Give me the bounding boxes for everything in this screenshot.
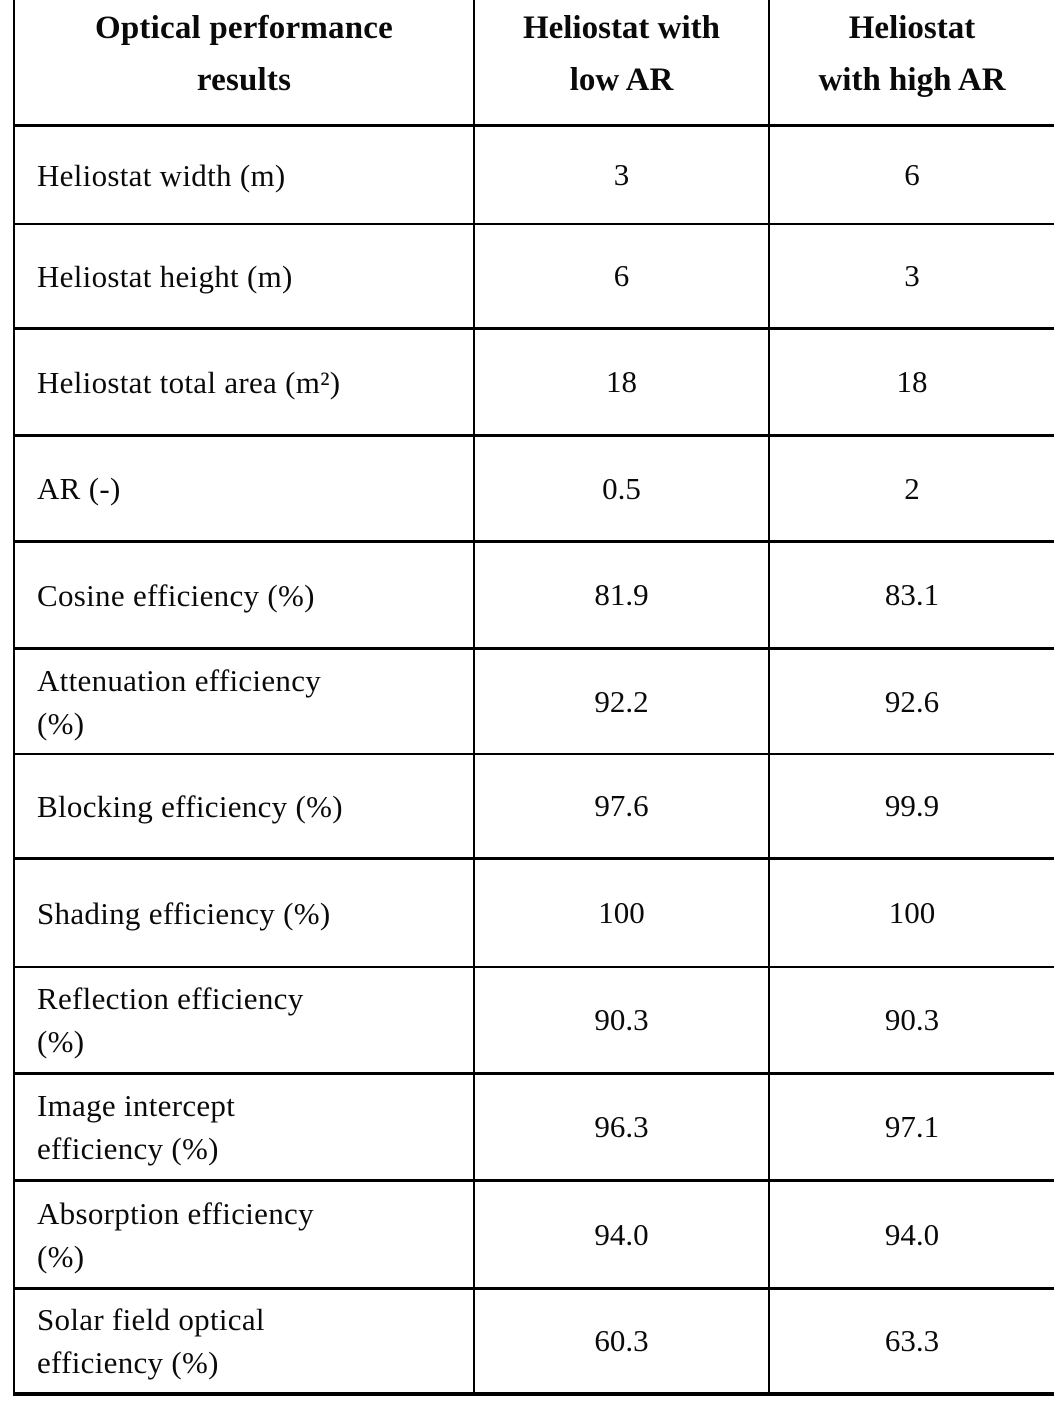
value-high-ar: 100 <box>888 895 936 930</box>
value-low-ar: 92.2 <box>475 650 770 753</box>
table-header-row: Optical performance results Heliostat wi… <box>15 0 1054 127</box>
table-row-solar-field-optical-efficiency: Solar field optical efficiency (%) 60.3 … <box>15 1290 1054 1396</box>
table-row-attenuation-efficiency: Attenuation efficiency (%) 92.2 92.6 <box>15 650 1054 755</box>
value-low-ar: 18 <box>475 330 770 434</box>
table-row-aspect-ratio: AR (-) 0.5 2 <box>15 437 1054 543</box>
table-row-blocking-efficiency: Blocking efficiency (%) 97.6 99.9 <box>15 755 1054 860</box>
table-row-heliostat-width: Heliostat width (m) 3 6 <box>15 127 1054 225</box>
row-label: Shading efficiency (%) <box>15 860 475 966</box>
value-low-ar: 3 <box>475 127 770 223</box>
table-row-shading-efficiency: Shading efficiency (%) 100 100 <box>15 860 1054 968</box>
value-low-ar: 60.3 <box>475 1290 770 1392</box>
row-label: Attenuation efficiency (%) <box>15 650 475 753</box>
row-label: Heliostat total area (m²) <box>15 330 475 434</box>
table-row-cosine-efficiency: Cosine efficiency (%) 81.9 83.1 <box>15 543 1054 650</box>
table-row-absorption-efficiency: Absorption efficiency (%) 94.0 94.0 <box>15 1182 1054 1290</box>
header-heliostat-low-ar: Heliostat with low AR <box>475 0 770 124</box>
row-label: Solar field optical efficiency (%) <box>15 1290 475 1392</box>
row-label: Reflection efficiency (%) <box>15 968 475 1072</box>
row-label: Blocking efficiency (%) <box>15 755 475 857</box>
optical-performance-table: Optical performance results Heliostat wi… <box>13 0 1054 1396</box>
value-low-ar: 90.3 <box>475 968 770 1072</box>
table-row-heliostat-height: Heliostat height (m) 6 3 <box>15 225 1054 330</box>
value-high-ar: 90.3 <box>884 1002 940 1037</box>
value-high-ar: 63.3 <box>884 1323 940 1358</box>
value-low-ar: 6 <box>475 225 770 327</box>
value-low-ar: 81.9 <box>475 543 770 647</box>
value-low-ar: 96.3 <box>475 1075 770 1179</box>
value-high-ar: 83.1 <box>884 577 940 612</box>
table-row-reflection-efficiency: Reflection efficiency (%) 90.3 90.3 <box>15 968 1054 1075</box>
table-row-image-intercept-efficiency: Image intercept efficiency (%) 96.3 97.1 <box>15 1075 1054 1182</box>
value-high-ar: 2 <box>904 470 920 506</box>
value-low-ar: 100 <box>475 860 770 966</box>
row-label: Heliostat width (m) <box>15 127 475 223</box>
table-row-heliostat-total-area: Heliostat total area (m²) 18 18 <box>15 330 1054 437</box>
value-high-ar: 97.1 <box>884 1109 940 1144</box>
value-low-ar: 94.0 <box>475 1182 770 1287</box>
value-low-ar: 0.5 <box>475 437 770 540</box>
row-label: Image intercept efficiency (%) <box>15 1075 475 1179</box>
header-heliostat-high-ar: Heliostat with high AR <box>818 10 1006 98</box>
row-label: Cosine efficiency (%) <box>15 543 475 647</box>
value-high-ar: 99.9 <box>884 788 940 823</box>
value-low-ar: 97.6 <box>475 755 770 857</box>
value-high-ar: 3 <box>904 258 920 293</box>
value-high-ar: 94.0 <box>884 1216 940 1252</box>
value-high-ar: 6 <box>904 157 920 192</box>
header-optical-performance-results: Optical performance results <box>15 0 475 124</box>
row-label: Heliostat height (m) <box>15 225 475 327</box>
value-high-ar: 92.6 <box>884 683 940 719</box>
value-high-ar: 18 <box>896 364 928 399</box>
row-label: AR (-) <box>15 437 475 540</box>
row-label: Absorption efficiency (%) <box>15 1182 475 1287</box>
